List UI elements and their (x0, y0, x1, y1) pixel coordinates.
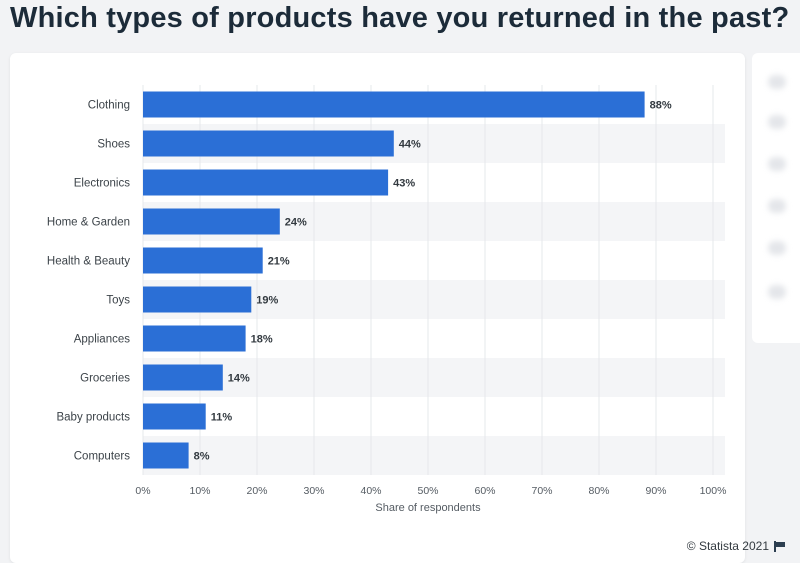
category-label: Baby products (56, 412, 130, 424)
blurred-tool-icon[interactable] (768, 157, 786, 171)
value-label: 19% (256, 295, 278, 307)
row-stripe (143, 358, 725, 397)
value-label: 24% (285, 217, 307, 229)
x-tick-label: 0% (135, 485, 150, 497)
x-axis-title: Share of respondents (375, 502, 481, 514)
x-tick-label: 10% (189, 485, 210, 497)
x-tick-label: 90% (645, 485, 666, 497)
blurred-tool-icon[interactable] (768, 115, 786, 129)
category-label: Shoes (97, 139, 130, 151)
blurred-tool-icon[interactable] (768, 75, 786, 89)
x-tick-label: 100% (700, 485, 727, 497)
bar (143, 364, 223, 391)
value-label: 11% (211, 412, 233, 424)
side-toolbar (752, 53, 800, 343)
category-label: Home & Garden (47, 217, 130, 229)
blurred-tool-icon[interactable] (768, 285, 786, 299)
x-tick-label: 80% (588, 485, 609, 497)
bar (143, 325, 246, 352)
x-tick-label: 70% (531, 485, 552, 497)
value-label: 18% (251, 334, 273, 346)
flag-icon[interactable] (774, 540, 786, 552)
value-label: 43% (393, 178, 415, 190)
bar (143, 130, 394, 157)
category-label: Health & Beauty (47, 256, 130, 268)
bar (143, 247, 263, 274)
bar (143, 169, 389, 196)
value-label: 44% (399, 139, 421, 151)
category-label: Toys (106, 295, 130, 307)
value-label: 21% (268, 256, 290, 268)
x-tick-label: 40% (360, 485, 381, 497)
bar (143, 91, 645, 118)
category-label: Groceries (80, 373, 130, 385)
blurred-tool-icon[interactable] (768, 241, 786, 255)
bar (143, 208, 280, 235)
category-label: Clothing (88, 100, 130, 112)
bar (143, 286, 252, 313)
category-label: Computers (74, 451, 130, 463)
page-title: Which types of products have you returne… (10, 2, 790, 34)
x-tick-label: 50% (417, 485, 438, 497)
row-stripe (143, 436, 725, 475)
value-label: 88% (650, 100, 672, 112)
value-label: 8% (194, 451, 210, 463)
footer-credit: © Statista 2021 (687, 539, 786, 553)
credit-text: © Statista 2021 (686, 539, 769, 553)
value-label: 14% (228, 373, 250, 385)
category-label: Appliances (74, 334, 131, 346)
x-tick-label: 60% (474, 485, 495, 497)
bar (143, 442, 189, 469)
bar (143, 403, 206, 430)
category-label: Electronics (74, 178, 130, 190)
blurred-tool-icon[interactable] (768, 199, 786, 213)
x-tick-label: 20% (246, 485, 267, 497)
x-tick-label: 30% (303, 485, 324, 497)
